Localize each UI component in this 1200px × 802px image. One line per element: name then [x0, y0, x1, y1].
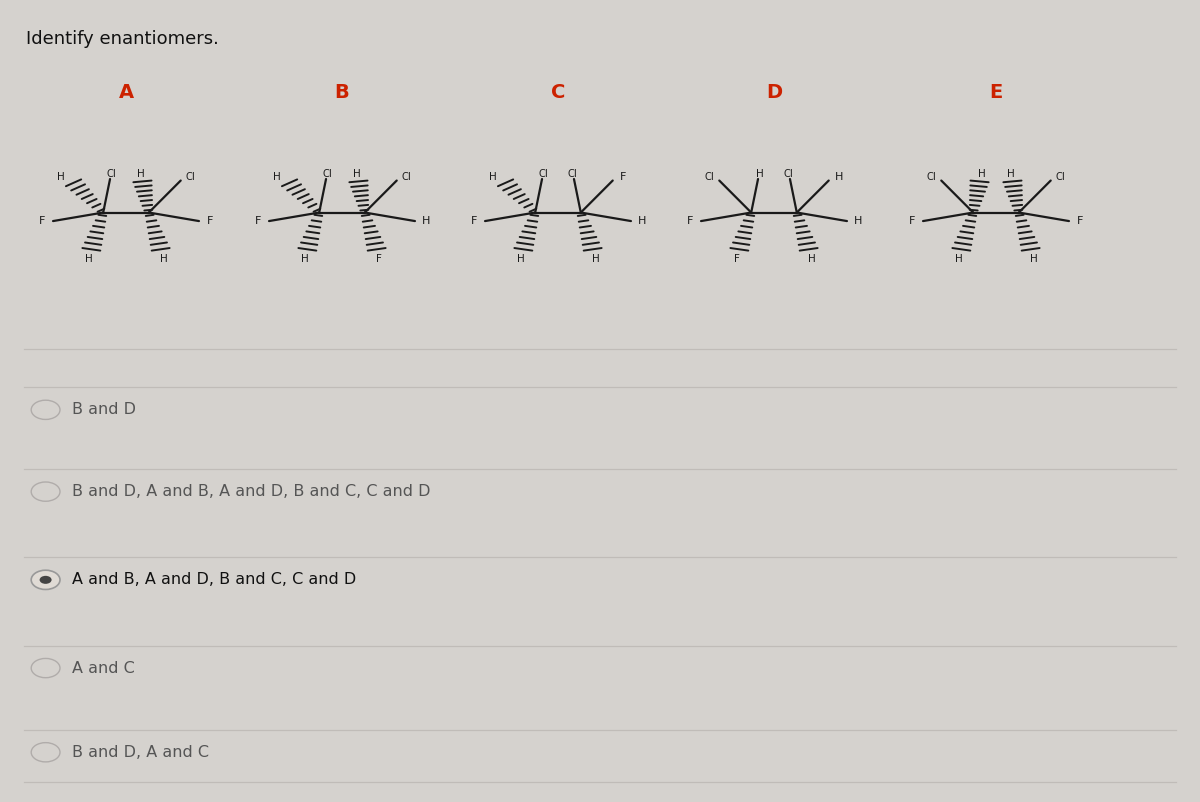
Text: H: H — [834, 172, 842, 183]
Circle shape — [31, 482, 60, 501]
Text: H: H — [1007, 168, 1014, 179]
Text: H: H — [353, 168, 360, 179]
Text: A: A — [119, 83, 133, 102]
Text: H: H — [58, 172, 65, 183]
Text: Cl: Cl — [568, 168, 577, 179]
Text: B: B — [335, 83, 349, 102]
Text: H: H — [756, 168, 763, 179]
Text: F: F — [1078, 216, 1084, 226]
Text: Cl: Cl — [186, 172, 196, 183]
Text: F: F — [208, 216, 214, 226]
Text: H: H — [422, 216, 431, 226]
Text: Cl: Cl — [539, 168, 548, 179]
Text: Cl: Cl — [107, 168, 116, 179]
Text: Cl: Cl — [784, 168, 793, 179]
Text: Cl: Cl — [1056, 172, 1066, 183]
Text: A and B, A and D, B and C, C and D: A and B, A and D, B and C, C and D — [72, 573, 356, 587]
Text: B and D, A and C: B and D, A and C — [72, 745, 209, 759]
Circle shape — [31, 570, 60, 589]
Text: F: F — [733, 254, 739, 264]
Text: H: H — [490, 172, 497, 183]
Text: Cl: Cl — [926, 172, 936, 183]
Text: H: H — [808, 254, 815, 264]
Text: F: F — [254, 216, 260, 226]
Text: C: C — [551, 83, 565, 102]
Text: H: H — [638, 216, 647, 226]
Text: H: H — [137, 168, 144, 179]
Text: A and C: A and C — [72, 661, 134, 675]
Text: F: F — [619, 172, 626, 183]
Text: F: F — [470, 216, 476, 226]
Text: Cl: Cl — [323, 168, 332, 179]
Text: Cl: Cl — [402, 172, 412, 183]
Circle shape — [40, 576, 52, 584]
Text: Cl: Cl — [704, 172, 714, 183]
Text: H: H — [517, 254, 524, 264]
Text: H: H — [160, 254, 167, 264]
Text: H: H — [592, 254, 599, 264]
Circle shape — [31, 658, 60, 678]
Text: B and D: B and D — [72, 403, 136, 417]
Text: H: H — [955, 254, 962, 264]
Text: B and D, A and B, A and D, B and C, C and D: B and D, A and B, A and D, B and C, C an… — [72, 484, 431, 499]
Text: D: D — [766, 83, 782, 102]
Text: H: H — [85, 254, 92, 264]
Text: H: H — [301, 254, 308, 264]
Text: H: H — [854, 216, 863, 226]
Circle shape — [31, 400, 60, 419]
Circle shape — [31, 743, 60, 762]
Text: F: F — [38, 216, 44, 226]
Text: H: H — [1030, 254, 1037, 264]
Text: F: F — [686, 216, 692, 226]
Text: F: F — [377, 254, 383, 264]
Text: E: E — [989, 83, 1003, 102]
Text: H: H — [978, 168, 985, 179]
Text: F: F — [908, 216, 914, 226]
Text: H: H — [274, 172, 281, 183]
Text: Identify enantiomers.: Identify enantiomers. — [26, 30, 220, 47]
